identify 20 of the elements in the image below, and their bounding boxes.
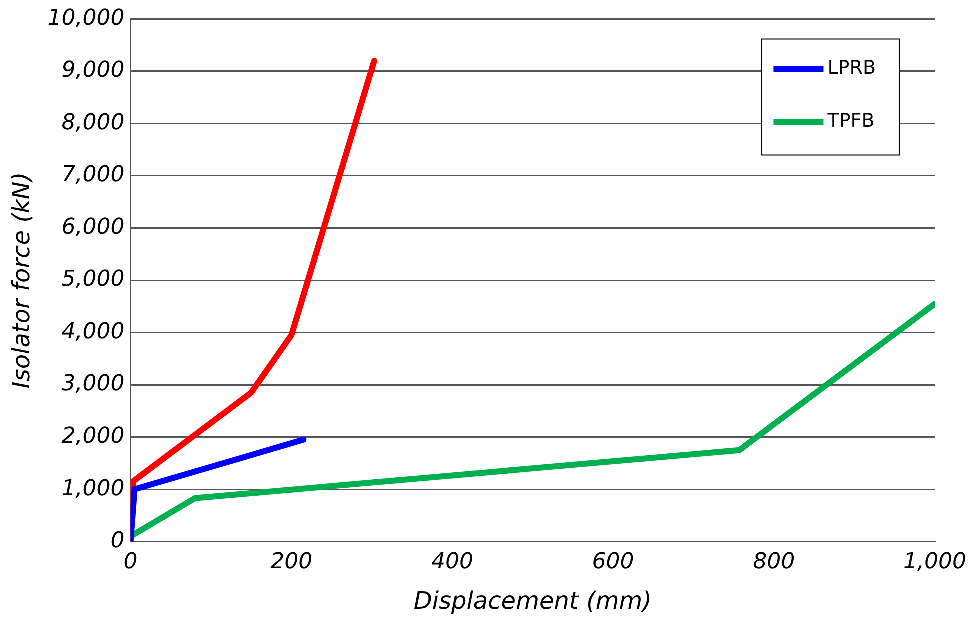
y-tick-label: 7,000 bbox=[62, 162, 125, 188]
y-tick-label: 0 bbox=[110, 528, 125, 554]
x-axis-title: Displacement (mm) bbox=[414, 586, 652, 615]
y-tick-label: 1,000 bbox=[62, 476, 125, 502]
y-axis-title: Isolator force (kN) bbox=[8, 172, 36, 389]
x-tick-label: 400 bbox=[431, 550, 474, 575]
y-tick-label: 5,000 bbox=[62, 267, 125, 292]
y-tick-label: 3,000 bbox=[62, 372, 125, 397]
legend-label: TPFB bbox=[826, 110, 875, 132]
y-tick-label: 2,000 bbox=[62, 424, 125, 449]
y-tick-label: 10,000 bbox=[48, 6, 125, 31]
y-tick-label: 9,000 bbox=[62, 58, 125, 84]
legend-label: LPRB bbox=[828, 57, 876, 80]
y-tick-label: 4,000 bbox=[62, 319, 125, 344]
y-tick-label: 6,000 bbox=[62, 214, 125, 240]
x-tick-label: 1,000 bbox=[904, 550, 966, 575]
x-tick-label: 200 bbox=[270, 550, 313, 575]
x-tick-label: 800 bbox=[753, 550, 796, 575]
x-tick-label: 600 bbox=[592, 550, 634, 575]
y-tick-label: 8,000 bbox=[62, 110, 125, 136]
